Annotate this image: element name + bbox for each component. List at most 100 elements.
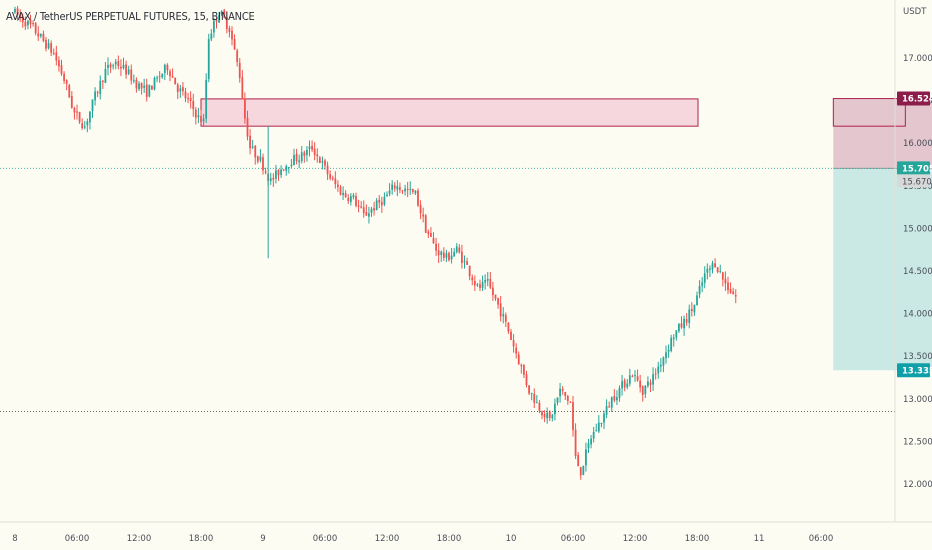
candle-body[interactable] bbox=[233, 38, 236, 50]
candle-body[interactable] bbox=[192, 101, 195, 110]
candle-body[interactable] bbox=[324, 160, 326, 166]
candle-body[interactable] bbox=[559, 388, 561, 397]
take-profit-zone[interactable] bbox=[833, 168, 932, 371]
candle-body[interactable] bbox=[189, 97, 192, 101]
candle-body[interactable] bbox=[432, 237, 435, 244]
candle-body[interactable] bbox=[202, 118, 205, 122]
candle-body[interactable] bbox=[520, 364, 523, 367]
candle-body[interactable] bbox=[551, 414, 554, 419]
candle-body[interactable] bbox=[497, 297, 499, 305]
candle-body[interactable] bbox=[670, 337, 673, 351]
candle-body[interactable] bbox=[96, 92, 99, 94]
candle-body[interactable] bbox=[256, 156, 259, 162]
candle-body[interactable] bbox=[166, 64, 169, 71]
candle-body[interactable] bbox=[579, 467, 582, 476]
candle-body[interactable] bbox=[419, 205, 422, 214]
candle-body[interactable] bbox=[442, 252, 445, 258]
candle-body[interactable] bbox=[238, 62, 241, 78]
candle-body[interactable] bbox=[515, 347, 518, 354]
candle-body[interactable] bbox=[450, 255, 453, 260]
candle-body[interactable] bbox=[295, 153, 298, 162]
candle-body[interactable] bbox=[197, 115, 200, 118]
candle-body[interactable] bbox=[21, 16, 24, 23]
candle-body[interactable] bbox=[479, 284, 481, 288]
candle-body[interactable] bbox=[122, 64, 125, 69]
candle-body[interactable] bbox=[264, 171, 267, 173]
candle-body[interactable] bbox=[401, 190, 404, 192]
candle-body[interactable] bbox=[24, 21, 27, 27]
candle-body[interactable] bbox=[414, 190, 417, 194]
candle-body[interactable] bbox=[616, 397, 618, 401]
candle-body[interactable] bbox=[592, 431, 595, 439]
candle-body[interactable] bbox=[600, 423, 603, 425]
candle-body[interactable] bbox=[572, 402, 574, 431]
candle-body[interactable] bbox=[16, 8, 19, 16]
candle-body[interactable] bbox=[182, 87, 184, 92]
candle-body[interactable] bbox=[275, 170, 277, 179]
candle-body[interactable] bbox=[334, 178, 337, 185]
candle-body[interactable] bbox=[391, 184, 394, 191]
candle-body[interactable] bbox=[29, 19, 32, 25]
candle-body[interactable] bbox=[430, 233, 432, 237]
candle-body[interactable] bbox=[714, 263, 716, 268]
candle-body[interactable] bbox=[484, 280, 487, 283]
candle-body[interactable] bbox=[466, 261, 468, 265]
candle-body[interactable] bbox=[220, 11, 223, 15]
candle-body[interactable] bbox=[525, 374, 528, 386]
candle-body[interactable] bbox=[696, 295, 698, 306]
candle-body[interactable] bbox=[357, 205, 360, 207]
candle-body[interactable] bbox=[254, 145, 257, 158]
candle-body[interactable] bbox=[143, 85, 146, 88]
candle-body[interactable] bbox=[734, 294, 737, 297]
candle-body[interactable] bbox=[574, 429, 577, 456]
candle-body[interactable] bbox=[486, 279, 489, 281]
candle-body[interactable] bbox=[158, 76, 161, 78]
candle-body[interactable] bbox=[151, 85, 153, 90]
candle-body[interactable] bbox=[476, 284, 479, 286]
candle-body[interactable] bbox=[427, 231, 430, 234]
candle-body[interactable] bbox=[667, 349, 670, 352]
candle-body[interactable] bbox=[561, 388, 564, 391]
candle-body[interactable] bbox=[688, 309, 691, 323]
candle-body[interactable] bbox=[109, 64, 112, 68]
resistance-zone-extension[interactable] bbox=[832, 98, 906, 127]
candle-body[interactable] bbox=[362, 207, 365, 214]
candle-body[interactable] bbox=[492, 287, 494, 296]
candle-body[interactable] bbox=[244, 98, 246, 119]
candle-body[interactable] bbox=[37, 33, 40, 37]
candle-body[interactable] bbox=[703, 273, 706, 283]
candle-body[interactable] bbox=[530, 392, 533, 394]
candle-body[interactable] bbox=[569, 401, 572, 403]
candle-body[interactable] bbox=[50, 43, 53, 53]
candle-body[interactable] bbox=[458, 247, 461, 253]
candle-body[interactable] bbox=[65, 80, 68, 84]
candle-body[interactable] bbox=[184, 91, 187, 99]
candle-body[interactable] bbox=[179, 88, 182, 92]
candle-body[interactable] bbox=[313, 148, 316, 156]
symbol-title[interactable]: AVAX / TetherUS PERPETUAL FUTURES, 15, B… bbox=[6, 10, 255, 23]
candle-body[interactable] bbox=[298, 160, 301, 163]
candle-body[interactable] bbox=[639, 380, 642, 388]
candle-body[interactable] bbox=[417, 190, 419, 206]
candle-body[interactable] bbox=[383, 196, 386, 205]
candle-body[interactable] bbox=[411, 189, 414, 192]
candle-body[interactable] bbox=[706, 268, 709, 273]
candle-body[interactable] bbox=[14, 8, 16, 13]
candle-body[interactable] bbox=[533, 394, 536, 403]
candle-body[interactable] bbox=[597, 422, 600, 432]
candle-body[interactable] bbox=[659, 364, 662, 367]
candle-body[interactable] bbox=[326, 165, 329, 175]
candle-body[interactable] bbox=[380, 202, 383, 206]
candle-body[interactable] bbox=[194, 109, 197, 118]
candle-body[interactable] bbox=[321, 161, 324, 163]
take-profit-tag[interactable] bbox=[897, 363, 930, 378]
candle-body[interactable] bbox=[678, 323, 680, 332]
candle-body[interactable] bbox=[535, 402, 538, 404]
candle-body[interactable] bbox=[107, 64, 109, 68]
candle-body[interactable] bbox=[595, 430, 598, 432]
candle-body[interactable] bbox=[331, 177, 334, 179]
resistance-zone[interactable] bbox=[200, 98, 699, 127]
candle-body[interactable] bbox=[246, 117, 249, 137]
candle-body[interactable] bbox=[200, 115, 202, 123]
candle-body[interactable] bbox=[207, 39, 210, 79]
